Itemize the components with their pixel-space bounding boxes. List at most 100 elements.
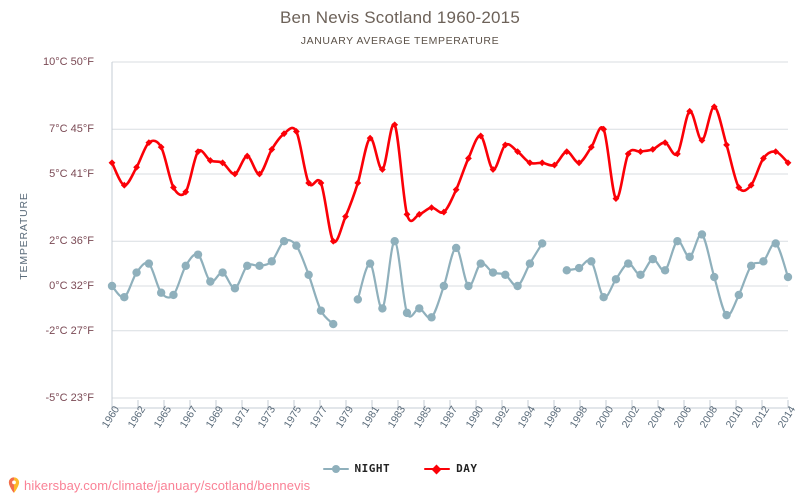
data-point [169, 290, 178, 300]
data-point [563, 148, 571, 155]
data-point [354, 179, 362, 187]
data-point [415, 210, 423, 218]
data-point [710, 272, 719, 282]
data-point [722, 310, 731, 320]
data-point [439, 281, 449, 291]
data-point [464, 281, 473, 291]
data-point [145, 139, 153, 147]
legend-swatch-day [424, 463, 451, 475]
data-point [243, 152, 251, 160]
series-day [108, 103, 792, 245]
data-point [747, 181, 755, 189]
data-point [120, 181, 128, 189]
data-point [501, 141, 509, 149]
gridlines [112, 61, 788, 399]
data-point [428, 204, 435, 211]
data-point [132, 268, 141, 277]
data-point [501, 270, 510, 279]
data-point [661, 139, 669, 147]
data-point [562, 266, 571, 275]
data-point [231, 170, 239, 178]
data-point [636, 270, 645, 279]
data-point [771, 239, 780, 248]
data-point [366, 134, 374, 142]
data-point [538, 159, 546, 167]
chart-subtitle: JANUARY AVERAGE TEMPERATURE [300, 35, 500, 47]
x-axis-ticks [111, 400, 789, 408]
data-point [170, 184, 177, 191]
data-point [255, 261, 264, 271]
legend-swatch-night [322, 463, 349, 475]
data-point [379, 166, 386, 173]
data-point [624, 150, 632, 158]
y-tick-label: 7°C 45°F [49, 123, 94, 136]
legend-item-night[interactable]: NIGHT [322, 462, 391, 475]
data-point [342, 213, 349, 220]
y-tick-label: -5°C 23°F [45, 392, 94, 404]
data-point [476, 259, 485, 268]
data-point [637, 148, 644, 155]
data-point [611, 275, 621, 284]
data-point [575, 159, 583, 167]
data-point [734, 290, 744, 300]
data-point [206, 277, 215, 286]
data-point [230, 284, 240, 293]
legend-label-night: NIGHT [354, 462, 391, 475]
data-point [451, 243, 461, 253]
data-point [759, 257, 768, 266]
data-point [465, 154, 472, 162]
data-point [735, 184, 743, 191]
data-point [256, 170, 263, 178]
data-point [305, 179, 313, 187]
data-point [120, 293, 129, 302]
watermark-footer[interactable]: hikersbay.com/climate/january/scotland/b… [8, 477, 310, 493]
data-point [489, 166, 497, 173]
data-point [525, 259, 535, 268]
data-point [587, 143, 595, 151]
data-point [182, 188, 190, 196]
data-point [144, 259, 154, 268]
data-point [452, 186, 460, 194]
y-tick-label: 2°C 36°F [49, 235, 94, 248]
data-point [365, 259, 375, 268]
data-point [280, 130, 288, 138]
data-point [698, 137, 706, 144]
data-point [574, 263, 584, 273]
chart-title: Ben Nevis Scotland 1960-2015 [280, 8, 520, 27]
data-point [513, 281, 522, 291]
data-point [317, 179, 325, 187]
data-point [600, 125, 608, 133]
data-point [292, 241, 301, 250]
data-point [783, 272, 793, 282]
data-point [746, 261, 756, 271]
data-point [551, 161, 558, 169]
data-point [390, 237, 399, 246]
data-point [686, 107, 694, 115]
data-point [279, 237, 289, 246]
data-point [649, 145, 657, 153]
map-pin-icon [8, 477, 20, 493]
y-tick-label: 0°C 32°F [49, 280, 94, 292]
data-point [697, 230, 707, 239]
data-point [624, 259, 633, 268]
data-point [710, 103, 718, 111]
data-point [415, 304, 424, 313]
data-point [772, 148, 780, 155]
data-point [526, 159, 534, 167]
data-point [194, 148, 202, 155]
data-point [267, 257, 276, 266]
data-point [784, 159, 792, 167]
legend-item-day[interactable]: DAY [424, 462, 477, 475]
data-point [378, 304, 387, 313]
data-point [673, 237, 682, 246]
axis-lines [111, 62, 788, 409]
data-point [402, 308, 412, 318]
data-point [685, 252, 694, 262]
data-point [760, 154, 767, 162]
watermark-url: hikersbay.com/climate/january/scotland/b… [24, 477, 311, 493]
series-night [107, 230, 793, 329]
data-point [107, 281, 117, 291]
y-tick-label: -2°C 27°F [45, 324, 94, 337]
data-point [108, 159, 116, 167]
